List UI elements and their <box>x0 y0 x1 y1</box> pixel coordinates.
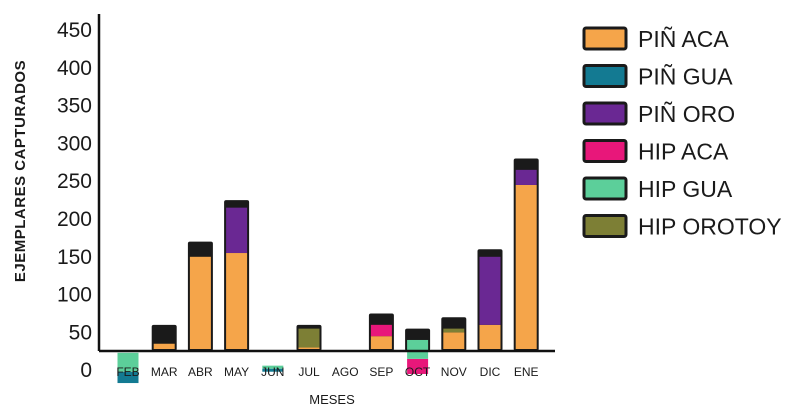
bar-feb <box>117 352 139 384</box>
bars <box>117 158 539 384</box>
bar-segment-piñ-aca <box>515 184 537 349</box>
bar-nov <box>441 317 467 351</box>
x-tick-label: ABR <box>188 365 213 379</box>
x-tick-label: SEP <box>369 365 393 379</box>
bar-dic <box>477 249 503 351</box>
legend-item: HIP GUA <box>582 176 733 202</box>
y-tick-label: 50 <box>69 321 92 344</box>
bar-segment-piñ-aca <box>370 336 392 349</box>
legend-label: PIÑ ORO <box>638 101 735 127</box>
bar-segment-piñ-gua <box>117 371 139 384</box>
bar-segment-hip-gua <box>117 352 139 372</box>
bar-segment-piñ-aca <box>479 324 501 349</box>
y-tick-label: 450 <box>57 19 92 42</box>
bar-segment-hip-aca <box>407 358 429 374</box>
x-tick-labels: FEB MAR ABR MAY JUN JUL AGO SEP OCT NOV DIC ENE <box>116 365 538 379</box>
legend-swatch <box>582 101 628 126</box>
bar-may <box>224 200 250 351</box>
bar-segment-piñ-oro <box>226 207 248 254</box>
x-tick-label: MAY <box>224 365 249 379</box>
legend-swatch <box>582 214 628 238</box>
y-tick-label: 100 <box>57 284 92 307</box>
y-tick-label: 250 <box>57 170 92 193</box>
x-tick-label: AGO <box>332 365 359 379</box>
bar-jul <box>296 324 322 351</box>
bar-sep <box>368 313 394 351</box>
bar-segment-piñ-oro <box>479 256 501 325</box>
legend: PIÑ ACA PIÑ GUA PIÑ ORO HIP ACA HIP GUA HIP O… <box>582 26 782 240</box>
x-tick-label: JUL <box>298 365 320 379</box>
y-tick-label: 300 <box>57 132 92 155</box>
y-tick-label: 150 <box>57 246 92 269</box>
bar-segment-hip-aca <box>370 324 392 337</box>
legend-label: PIÑ ACA <box>638 26 729 52</box>
legend-label: HIP OROTOY <box>638 214 782 240</box>
y-axis-label: EJEMPLARES CAPTURADOS <box>12 60 29 282</box>
legend-item: PIÑ ORO <box>582 101 735 127</box>
legend-label: HIP GUA <box>638 176 733 202</box>
legend-label: HIP ACA <box>638 139 729 165</box>
x-tick-label: FEB <box>116 365 139 379</box>
x-tick-label: DIC <box>480 365 501 379</box>
axes <box>97 14 555 353</box>
x-tick-label: NOV <box>441 365 467 379</box>
x-tick-label: JUN <box>261 365 284 379</box>
bar-segment-hip-orotoy <box>443 328 465 333</box>
legend-swatch <box>582 64 628 88</box>
bar-segment-hip-gua <box>407 339 429 359</box>
x-tick-label: MAR <box>151 365 178 379</box>
y-axis-title: EJEMPLARES CAPTURADOS <box>12 60 29 282</box>
bar-ene <box>513 158 539 351</box>
x-tick-label: OCT <box>405 365 431 379</box>
bar-segment-hip-orotoy <box>298 328 320 348</box>
bar-abr <box>187 241 213 351</box>
bar-segment-piñ-aca <box>226 253 248 349</box>
bar-mar <box>151 324 177 351</box>
bar-segment-hip-gua <box>262 365 284 369</box>
bar-segment-piñ-gua <box>262 368 284 372</box>
legend-item: PIÑ ACA <box>582 26 729 52</box>
y-tick-label: 400 <box>57 57 92 80</box>
bar-oct <box>405 328 431 374</box>
y-tick-label: 350 <box>57 95 92 118</box>
legend-item: PIÑ GUA <box>582 64 733 90</box>
legend-swatch <box>582 26 628 51</box>
legend-swatch <box>582 176 628 201</box>
bar-segment-piñ-oro <box>515 169 537 185</box>
x-tick-label: ENE <box>514 365 539 379</box>
x-axis-title: MESES <box>309 392 355 407</box>
y-tick-label: 0 <box>80 359 92 382</box>
legend-item: HIP ACA <box>582 139 729 165</box>
y-tick-labels: 0 50 100 150 200 250 300 350 400 450 <box>57 19 92 382</box>
y-tick-label: 200 <box>57 208 92 231</box>
legend-label: PIÑ GUA <box>638 64 733 90</box>
legend-swatch <box>582 139 628 163</box>
bar-jun <box>262 365 284 372</box>
bar-segment-piñ-aca <box>298 347 320 349</box>
bar-segment-piñ-aca <box>443 332 465 349</box>
bar-segment-piñ-aca <box>189 256 211 349</box>
legend-item: HIP OROTOY <box>582 214 782 240</box>
bar-segment-piñ-aca <box>153 343 175 349</box>
